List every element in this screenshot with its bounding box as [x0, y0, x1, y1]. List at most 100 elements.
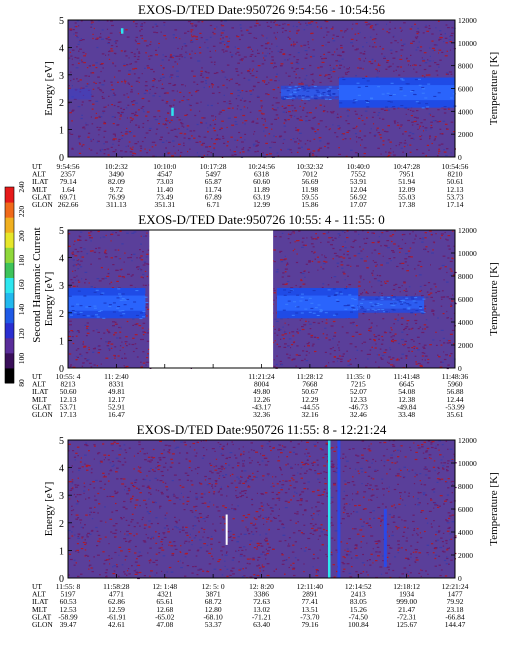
noise-pixel: [234, 121, 237, 123]
noise-pixel: [112, 151, 116, 153]
noise-pixel: [295, 73, 297, 75]
noise-pixel: [296, 345, 299, 347]
noise-pixel: [69, 498, 71, 500]
noise-pixel: [271, 43, 273, 45]
band-texture: [293, 301, 296, 303]
noise-pixel: [174, 548, 178, 550]
noise-pixel: [214, 123, 217, 125]
noise-pixel: [290, 347, 292, 349]
noise-pixel: [320, 26, 322, 28]
noise-pixel: [263, 118, 266, 120]
noise-pixel: [270, 27, 272, 29]
noise-pixel: [193, 525, 197, 527]
noise-pixel: [142, 273, 145, 276]
noise-pixel: [172, 140, 175, 142]
noise-pixel: [303, 283, 306, 285]
noise-pixel: [362, 313, 365, 315]
noise-pixel: [371, 116, 374, 118]
noise-pixel: [411, 121, 414, 123]
noise-pixel: [202, 76, 204, 78]
noise-pixel: [318, 147, 322, 149]
noise-pixel: [453, 343, 455, 345]
noise-pixel: [80, 256, 82, 258]
noise-pixel: [149, 43, 152, 46]
noise-pixel: [103, 80, 106, 82]
noise-pixel: [78, 494, 82, 496]
noise-pixel: [271, 507, 274, 509]
noise-pixel: [422, 32, 425, 34]
noise-pixel: [296, 41, 298, 43]
noise-pixel: [445, 72, 449, 74]
noise-pixel: [74, 32, 78, 34]
noise-pixel: [305, 263, 308, 265]
noise-pixel: [213, 149, 216, 151]
noise-pixel: [255, 140, 258, 142]
noise-pixel: [388, 32, 391, 34]
noise-pixel: [446, 547, 450, 549]
noise-pixel: [299, 105, 301, 107]
noise-pixel: [315, 155, 318, 157]
noise-pixel: [169, 76, 172, 78]
noise-pixel: [309, 140, 312, 142]
noise-pixel: [221, 109, 225, 111]
noise-pixel: [260, 155, 264, 157]
noise-pixel: [195, 496, 199, 498]
noise-pixel: [88, 349, 90, 351]
noise-pixel: [403, 142, 407, 144]
noise-pixel: [335, 60, 338, 62]
noise-pixel: [222, 135, 224, 137]
band-texture: [144, 296, 148, 298]
noise-pixel: [402, 233, 406, 236]
noise-pixel: [394, 318, 397, 320]
noise-pixel: [384, 349, 388, 351]
noise-pixel: [284, 107, 287, 109]
band-texture: [93, 305, 97, 307]
noise-pixel: [135, 102, 138, 104]
noise-pixel: [77, 263, 79, 265]
noise-pixel: [105, 569, 108, 571]
noise-pixel: [337, 54, 340, 56]
energy-band-core: [338, 85, 455, 101]
noise-pixel: [392, 63, 394, 65]
noise-pixel: [126, 232, 129, 234]
noise-pixel: [324, 483, 327, 485]
noise-pixel: [139, 257, 142, 259]
noise-pixel: [348, 284, 352, 286]
noise-pixel: [320, 266, 322, 268]
noise-pixel: [342, 51, 345, 53]
noise-pixel: [376, 325, 378, 327]
noise-pixel: [404, 258, 408, 260]
noise-pixel: [447, 317, 449, 319]
noise-pixel: [383, 130, 387, 132]
ephemeris-cell: 35.61: [447, 410, 464, 419]
noise-pixel: [119, 331, 122, 333]
noise-pixel: [367, 292, 369, 294]
noise-pixel: [363, 260, 367, 262]
noise-pixel: [135, 36, 138, 38]
noise-pixel: [287, 75, 291, 77]
noise-pixel: [68, 57, 71, 59]
noise-pixel: [344, 31, 346, 33]
noise-pixel: [74, 248, 77, 250]
noise-pixel: [269, 153, 272, 155]
noise-pixel: [69, 132, 71, 134]
ephemeris-cell: 52.07: [350, 387, 367, 396]
noise-pixel: [305, 500, 308, 502]
ephemeris-cell: 9.72: [110, 185, 123, 194]
noise-pixel: [130, 148, 134, 150]
band-texture: [324, 98, 328, 100]
noise-pixel: [205, 82, 207, 84]
noise-pixel: [324, 145, 326, 148]
noise-pixel: [421, 359, 423, 361]
band-texture: [415, 101, 419, 103]
noise-pixel: [176, 136, 178, 138]
noise-pixel: [241, 97, 243, 99]
noise-pixel: [112, 264, 115, 266]
noise-pixel: [410, 54, 412, 56]
noise-pixel: [212, 31, 214, 33]
noise-pixel: [377, 366, 380, 368]
noise-pixel: [370, 23, 372, 25]
noise-pixel: [303, 29, 306, 31]
noise-pixel: [176, 527, 179, 529]
noise-pixel: [408, 256, 411, 258]
